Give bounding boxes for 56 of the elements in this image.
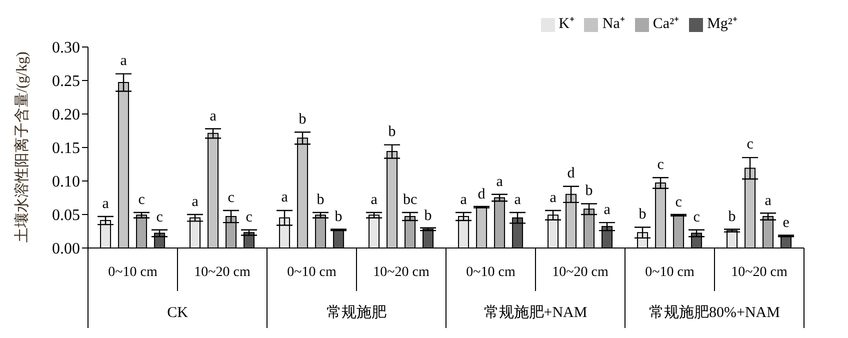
x-tick-label: 10~20 cm [194, 265, 250, 280]
x-tick-label: 0~10 cm [108, 265, 158, 280]
data-label: b [334, 209, 342, 226]
y-tick-label: 0.10 [52, 174, 80, 191]
data-label: b [728, 209, 736, 226]
text: 常规施肥80%+NAM [649, 304, 780, 321]
x-tick-label: 10~20 cm [373, 265, 430, 280]
data-label: b [388, 124, 396, 140]
text: CK [167, 305, 188, 321]
data-label: c [657, 157, 664, 174]
data-label: a [604, 202, 611, 218]
data-label: b [638, 206, 646, 223]
data-label: c [156, 210, 164, 226]
data-label: a [514, 192, 522, 208]
data-label: c [246, 210, 253, 226]
data-label: bc [402, 192, 418, 208]
data-label: a [210, 108, 217, 124]
data-label: c [138, 192, 146, 208]
data-label: d [567, 166, 576, 182]
x-tick-label: 10~20 cm [731, 265, 788, 280]
y-tick-label: 0.15 [52, 140, 80, 158]
data-label: a [281, 190, 288, 206]
data-label: c [746, 136, 754, 152]
data-label: a [460, 192, 468, 208]
legend-label: Ca²⁺ [652, 16, 680, 32]
data-label: a [192, 194, 199, 210]
data-label: b [298, 111, 306, 128]
data-label: c [675, 194, 682, 210]
x-tick-label: 10~20 cm [552, 265, 608, 280]
y-tick-label: 0.20 [52, 106, 80, 124]
data-label: e [782, 215, 790, 232]
text: 常规施肥 [326, 304, 386, 321]
x-tick-label: 0~10 cm [287, 265, 336, 280]
legend-label: Mg²⁺ [707, 16, 738, 32]
data-label: c [228, 190, 235, 206]
data-label: b [585, 183, 593, 200]
data-label: a [550, 190, 557, 206]
data-label: a [120, 52, 128, 69]
text: 常规施肥+NAM [484, 304, 588, 321]
legend-label: Na⁺ [602, 16, 625, 32]
y-tick-label: 0.25 [52, 73, 80, 90]
data-label: d [478, 186, 486, 202]
data-label: a [102, 196, 110, 212]
y-tick-label: 0.00 [52, 240, 80, 258]
data-label: a [496, 174, 504, 190]
data-label: b [424, 208, 432, 224]
data-label: a [370, 192, 378, 208]
data-label: b [316, 192, 324, 208]
x-tick-label: 0~10 cm [645, 265, 694, 280]
data-label: c [693, 210, 700, 226]
legend-label: K⁺ [558, 16, 574, 32]
x-tick-label: 0~10 cm [466, 265, 516, 280]
y-tick-label: 0.05 [52, 207, 80, 224]
data-label: a [764, 192, 772, 209]
y-tick-label: 0.30 [52, 40, 80, 57]
y-axis-title: 土壤水溶性阳离子含量/(g/kg) [13, 52, 30, 242]
